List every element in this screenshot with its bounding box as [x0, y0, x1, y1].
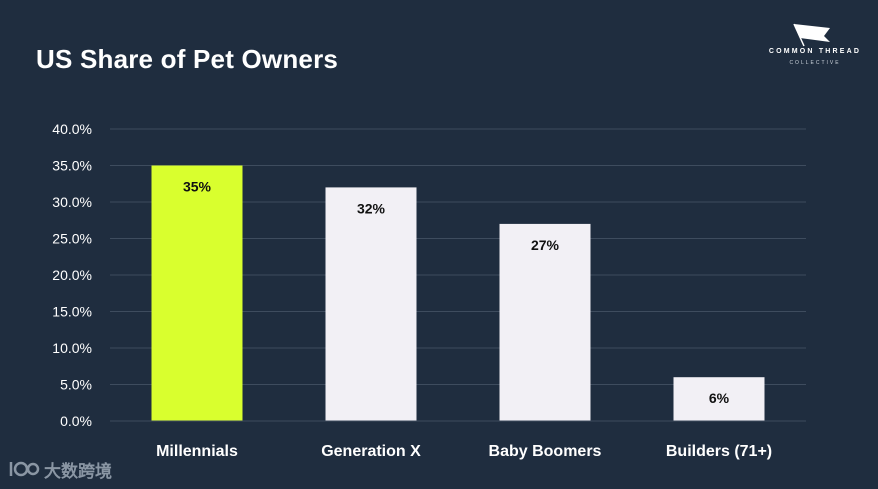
brand-name: COMMON THREAD	[768, 48, 862, 55]
data-label: 32%	[357, 200, 386, 216]
y-tick-label: 35.0%	[52, 158, 92, 174]
y-tick-label: 5.0%	[60, 377, 92, 393]
y-tick-label: 40.0%	[52, 121, 92, 137]
data-label: 27%	[531, 237, 560, 253]
bar	[673, 377, 765, 421]
data-label: 35%	[183, 179, 212, 195]
brand-subtitle: COLLECTIVE	[789, 60, 841, 66]
y-tick-label: 0.0%	[60, 413, 92, 429]
y-tick-label: 15.0%	[52, 304, 92, 320]
watermark-logo-icon	[9, 461, 40, 477]
data-label: 6%	[709, 390, 730, 406]
bar	[325, 187, 417, 421]
watermark-text: 大数跨境	[44, 461, 112, 481]
x-tick-label: Millennials	[156, 443, 238, 460]
flag-icon	[793, 23, 830, 47]
bar	[499, 223, 591, 421]
x-tick-label: Builders (71+)	[666, 443, 772, 460]
bar	[151, 165, 243, 421]
y-tick-label: 25.0%	[52, 231, 92, 247]
y-tick-label: 30.0%	[52, 194, 92, 210]
y-tick-label: 20.0%	[52, 267, 92, 283]
y-tick-label: 10.0%	[52, 340, 92, 356]
x-tick-label: Baby Boomers	[489, 443, 602, 460]
brand-logo: COMMON THREAD COLLECTIVE	[760, 22, 870, 72]
watermark: 大数跨境	[8, 456, 112, 482]
x-tick-label: Generation X	[321, 443, 421, 460]
chart-title: US Share of Pet Owners	[36, 44, 339, 74]
